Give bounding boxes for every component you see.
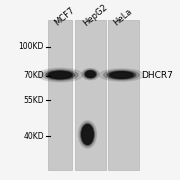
Text: 70KD: 70KD [23, 71, 44, 80]
Ellipse shape [46, 71, 75, 80]
Ellipse shape [82, 69, 99, 80]
Ellipse shape [38, 68, 83, 82]
Ellipse shape [85, 71, 96, 78]
Ellipse shape [81, 124, 94, 145]
Ellipse shape [49, 72, 71, 78]
Text: MCF7: MCF7 [53, 6, 76, 28]
Text: 100KD: 100KD [19, 42, 44, 51]
Text: 55KD: 55KD [23, 96, 44, 105]
Bar [108, 20, 139, 170]
Text: 40KD: 40KD [23, 132, 44, 141]
Ellipse shape [110, 72, 133, 78]
Ellipse shape [103, 70, 140, 80]
Ellipse shape [99, 69, 144, 81]
Text: HepG2: HepG2 [81, 2, 109, 28]
Ellipse shape [84, 70, 97, 78]
Text: DHCR7: DHCR7 [141, 71, 173, 80]
Ellipse shape [82, 125, 93, 144]
Ellipse shape [78, 121, 96, 148]
Bar [48, 20, 72, 170]
Text: HeLa: HeLa [111, 7, 134, 28]
Bar [75, 20, 106, 170]
Ellipse shape [42, 69, 78, 80]
Ellipse shape [48, 71, 73, 79]
Ellipse shape [109, 72, 134, 78]
Ellipse shape [107, 71, 136, 79]
Ellipse shape [80, 123, 95, 146]
Ellipse shape [86, 71, 95, 77]
